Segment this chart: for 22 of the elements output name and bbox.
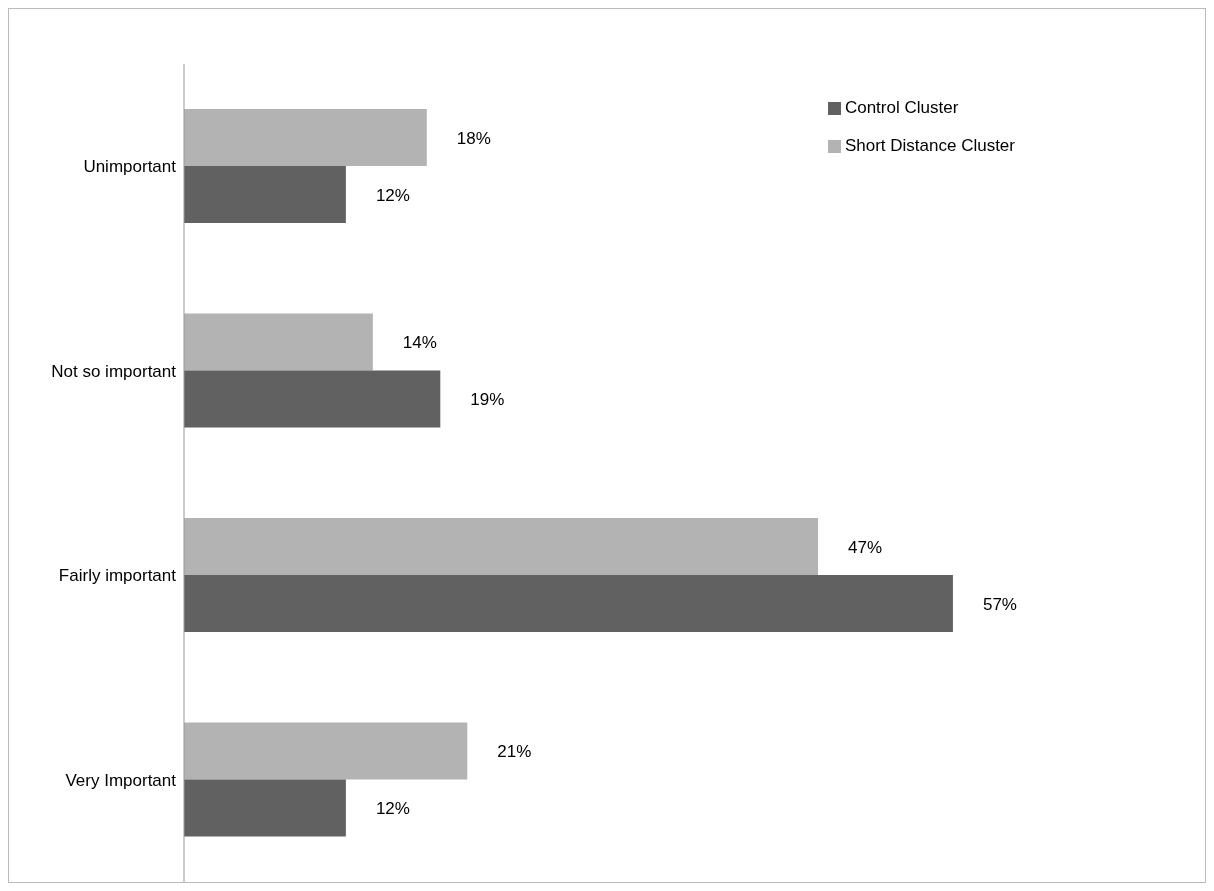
- data-label: 47%: [848, 537, 883, 557]
- bar: [184, 574, 953, 632]
- data-label: 14%: [402, 333, 437, 353]
- data-label: 12%: [375, 185, 410, 205]
- legend-label: Short Distance Cluster: [844, 136, 1015, 155]
- data-label: 18%: [456, 128, 491, 148]
- y-tick-label: Very Important: [65, 770, 177, 790]
- bar: [184, 370, 441, 428]
- y-tick-label: Fairly important: [58, 566, 177, 586]
- y-tick-label: Not so important: [51, 361, 177, 381]
- data-label: 12%: [375, 799, 410, 819]
- bar: [184, 108, 427, 166]
- bar: [184, 165, 346, 223]
- data-label: 21%: [497, 742, 532, 762]
- bar: [184, 517, 819, 575]
- bar: [184, 313, 373, 371]
- data-label: 19%: [470, 390, 505, 410]
- legend-label: Control Cluster: [844, 98, 959, 117]
- y-tick-label: Unimportant: [83, 157, 177, 177]
- bar: [184, 722, 468, 780]
- data-label: 57%: [982, 594, 1017, 614]
- bar: [184, 779, 346, 837]
